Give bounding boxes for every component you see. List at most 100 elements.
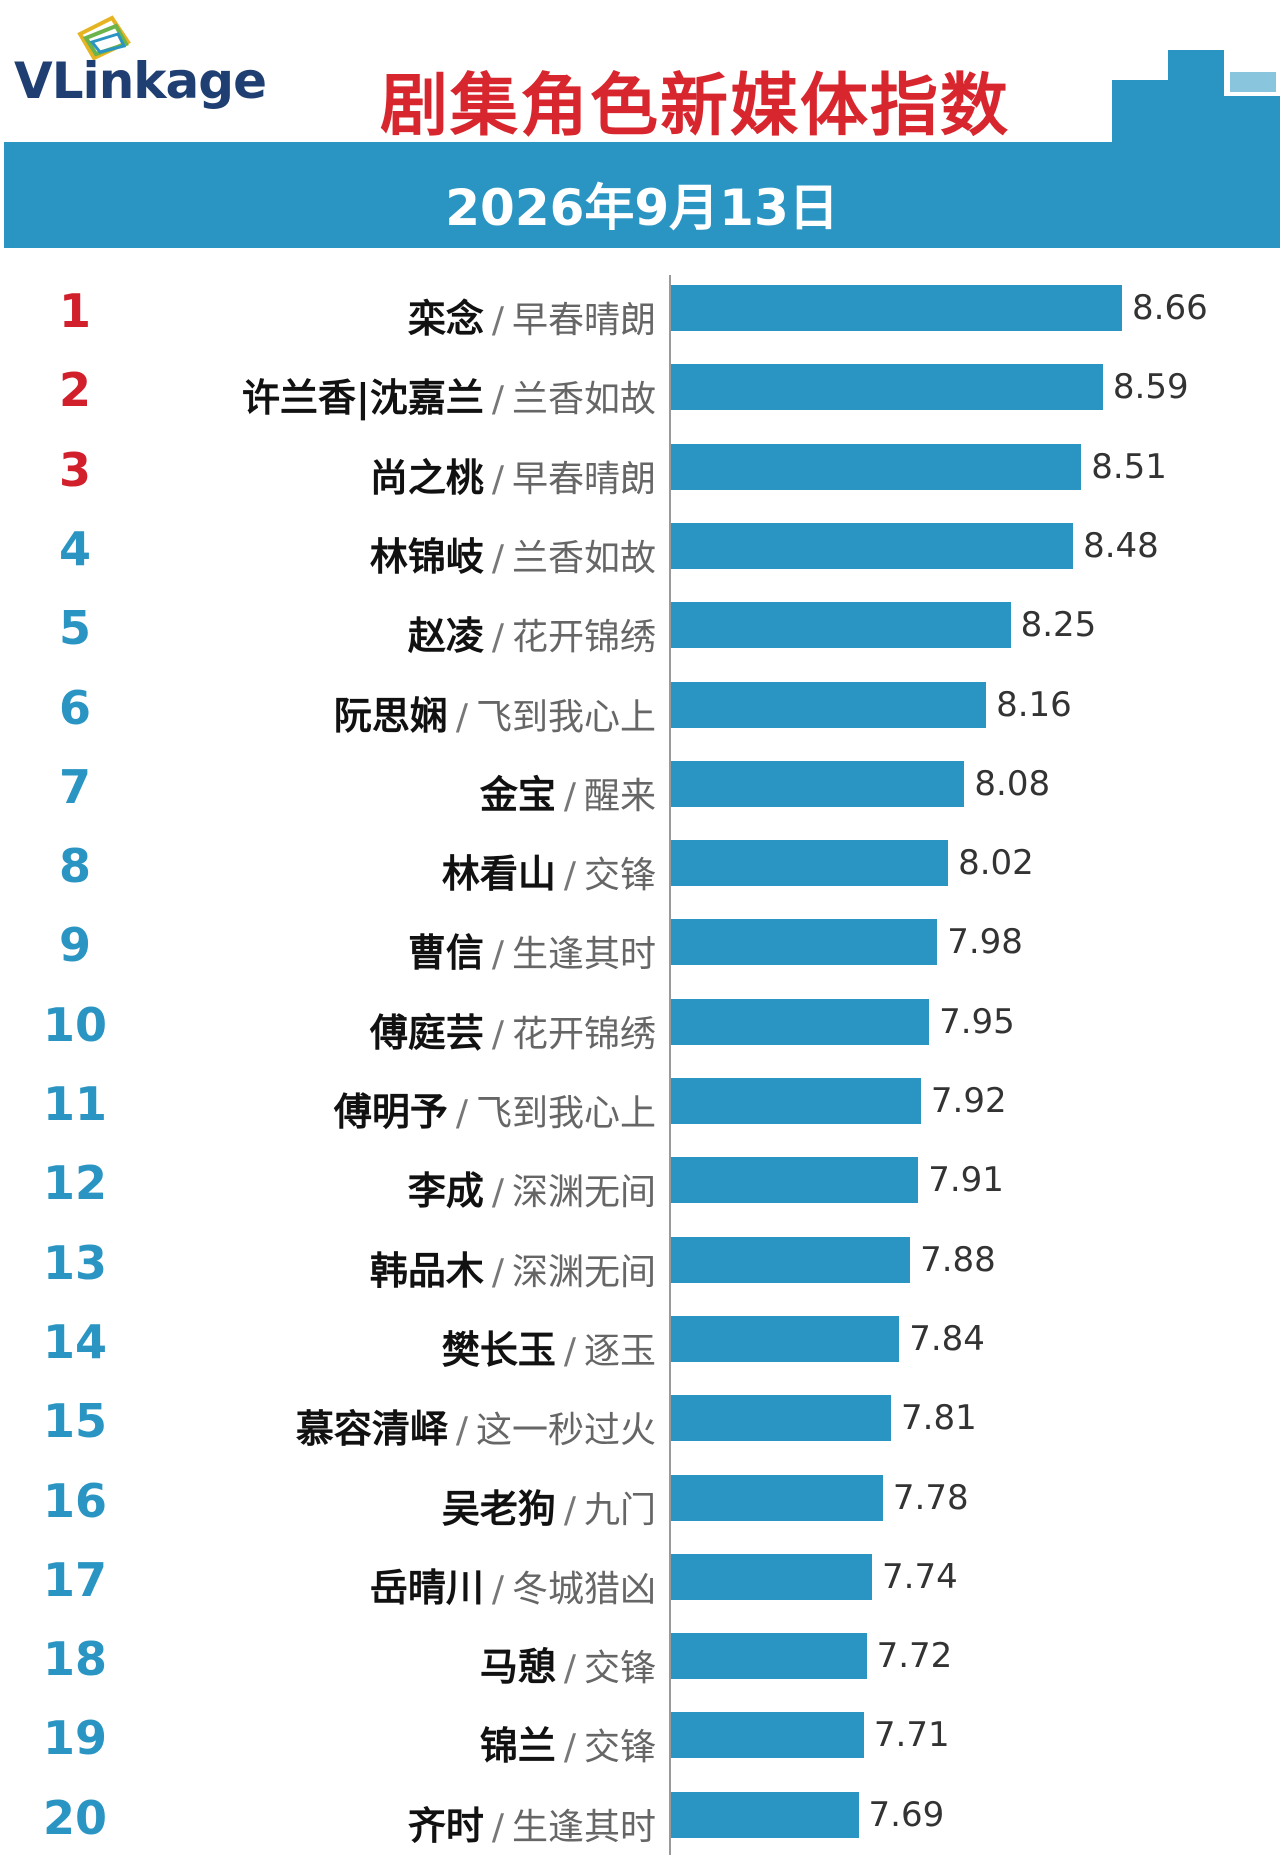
- character-name: 阮思娴: [333, 693, 448, 738]
- rank-number: 17: [42, 1552, 107, 1607]
- bar: [671, 1712, 864, 1759]
- character-name: 齐时: [407, 1803, 484, 1848]
- separator: /: [563, 1648, 576, 1690]
- rank-number: 6: [58, 680, 91, 735]
- drama-name: 深渊无间: [511, 1251, 656, 1293]
- rank-number: 7: [58, 759, 91, 814]
- bar: [671, 1791, 859, 1838]
- bar: [671, 1236, 911, 1283]
- separator: /: [455, 1093, 468, 1134]
- row-label: 马憩 / 交锋: [480, 1636, 656, 1691]
- bar: [671, 1553, 872, 1600]
- table-row: 15 慕容清峄 / 这一秒过火 7.81: [0, 1380, 1280, 1459]
- character-name: 李成: [407, 1169, 484, 1214]
- rank-number: 18: [42, 1632, 107, 1687]
- date-banner: 2026年9月13日: [4, 142, 1280, 248]
- bar: [671, 1315, 900, 1362]
- bar: [671, 998, 930, 1045]
- rank-number: 9: [58, 918, 91, 973]
- separator: /: [455, 1410, 468, 1452]
- rank-number: 20: [42, 1790, 107, 1845]
- data-label: 8.25: [1020, 605, 1097, 646]
- character-name: 曹信: [407, 931, 484, 976]
- table-row: 8 林看山 / 交锋 8.02: [0, 825, 1280, 904]
- bar: [671, 760, 965, 807]
- table-row: 5 赵凌 / 花开锦绣 8.25: [0, 587, 1280, 666]
- page-title: 剧集角色新媒体指数: [380, 67, 1011, 146]
- separator: /: [491, 379, 504, 421]
- row-label: 齐时 / 生逢其时: [408, 1795, 656, 1850]
- drama-name: 九门: [583, 1489, 656, 1531]
- data-label: 8.08: [974, 763, 1051, 804]
- table-row: 6 阮思娴 / 飞到我心上 8.16: [0, 667, 1280, 746]
- data-label: 7.95: [939, 1001, 1015, 1042]
- table-row: 18 马憩 / 交锋 7.72: [0, 1618, 1280, 1697]
- separator: /: [491, 458, 504, 500]
- rank-number: 15: [42, 1394, 107, 1449]
- bar: [671, 443, 1082, 490]
- bar: [671, 919, 938, 966]
- character-name: 锦兰: [479, 1724, 556, 1769]
- separator: /: [491, 617, 504, 659]
- row-label: 金宝 / 醒来: [480, 764, 656, 819]
- data-label: 7.98: [947, 922, 1023, 963]
- separator: /: [491, 1251, 504, 1293]
- table-row: 1 栾念 / 早春晴朗 8.66: [0, 270, 1280, 349]
- data-label: 8.16: [996, 684, 1072, 725]
- drama-name: 兰香如故: [511, 537, 656, 579]
- row-label: 赵凌 / 花开锦绣: [408, 605, 656, 660]
- separator: /: [491, 1013, 504, 1055]
- separator: /: [563, 1727, 576, 1769]
- row-label: 傅明予 / 飞到我心上: [334, 1081, 656, 1136]
- table-row: 12 李成 / 深渊无间 7.91: [0, 1142, 1280, 1221]
- data-label: 7.88: [920, 1239, 996, 1280]
- drama-name: 飞到我心上: [475, 696, 656, 738]
- row-label: 慕容清峄 / 这一秒过火: [296, 1398, 656, 1453]
- row-label: 许兰香|沈嘉兰 / 兰香如故: [242, 367, 656, 422]
- data-label: 7.71: [873, 1715, 950, 1756]
- row-label: 吴老狗 / 九门: [442, 1478, 656, 1533]
- drama-name: 花开锦绣: [511, 1013, 656, 1055]
- data-label: 7.72: [876, 1636, 953, 1677]
- row-label: 阮思娴 / 飞到我心上: [334, 685, 656, 740]
- rank-number: 3: [58, 442, 91, 497]
- character-name: 尚之桃: [369, 455, 484, 500]
- data-label: 7.69: [868, 1794, 945, 1835]
- data-label: 8.48: [1083, 525, 1159, 566]
- drama-name: 早春晴朗: [511, 300, 656, 341]
- axis-line: [669, 275, 671, 1855]
- data-label: 7.81: [901, 1398, 977, 1439]
- table-row: 3 尚之桃 / 早春晴朗 8.51: [0, 429, 1280, 508]
- row-label: 林看山 / 交锋: [442, 843, 656, 898]
- row-label: 傅庭芸 / 花开锦绣: [370, 1002, 656, 1057]
- data-label: 7.91: [928, 1160, 1004, 1201]
- separator: /: [491, 934, 504, 976]
- data-label: 8.02: [958, 843, 1034, 884]
- rank-number: 4: [58, 521, 91, 576]
- table-row: 16 吴老狗 / 九门 7.78: [0, 1460, 1280, 1539]
- separator: /: [455, 696, 468, 738]
- rank-number: 14: [42, 1314, 107, 1369]
- header: VLinkage 剧集角色新媒体指数: [0, 0, 1280, 146]
- bar: [671, 285, 1122, 331]
- character-name: 吴老狗: [441, 1486, 556, 1531]
- separator: /: [563, 855, 576, 897]
- table-row: 13 韩品木 / 深渊无间 7.88: [0, 1222, 1280, 1301]
- rank-number: 16: [42, 1473, 107, 1528]
- character-name: 林锦岐: [369, 534, 484, 579]
- drama-name: 兰香如故: [511, 379, 656, 421]
- character-name: 马憩: [479, 1645, 556, 1690]
- drama-name: 醒来: [583, 775, 656, 817]
- bar: [671, 1157, 919, 1204]
- drama-name: 生逢其时: [511, 1806, 656, 1848]
- rank-number: 5: [58, 601, 91, 656]
- table-row: 11 傅明予 / 飞到我心上 7.92: [0, 1063, 1280, 1142]
- bar: [671, 364, 1103, 411]
- data-label: 8.66: [1132, 288, 1208, 328]
- row-label: 曹信 / 生逢其时: [408, 922, 656, 977]
- separator: /: [491, 1806, 504, 1848]
- row-label: 李成 / 深渊无间: [408, 1160, 656, 1215]
- data-label: 8.59: [1112, 367, 1189, 408]
- character-name: 栾念: [407, 297, 484, 341]
- drama-name: 交锋: [583, 1727, 656, 1769]
